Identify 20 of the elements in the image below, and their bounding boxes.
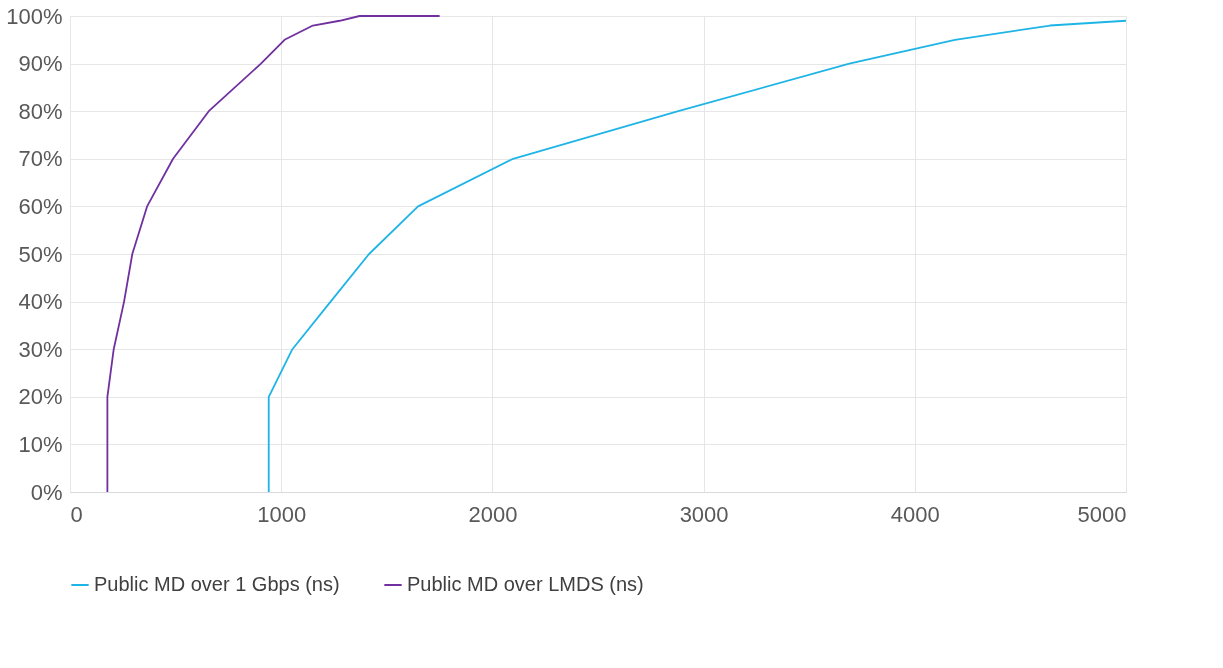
y-tick-label: 90%: [18, 51, 63, 77]
x-tick-label: 5000: [1077, 501, 1127, 527]
y-tick-label: 80%: [18, 98, 63, 124]
y-tick-label: 30%: [18, 336, 63, 362]
x-tick-label: 0: [70, 501, 83, 527]
legend-label: Public MD over LMDS (ns): [407, 573, 644, 595]
y-tick-label: 20%: [18, 384, 63, 410]
y-tick-label: 40%: [18, 289, 63, 315]
x-tick-label: 4000: [890, 501, 940, 527]
y-tick-label: 100%: [6, 3, 63, 29]
y-tick-label: 50%: [18, 241, 63, 267]
y-tick-label: 70%: [18, 146, 63, 172]
x-tick-label: 3000: [679, 501, 729, 527]
y-tick-label: 0%: [30, 479, 63, 505]
x-tick-label: 2000: [468, 501, 518, 527]
line-series: [106, 15, 441, 493]
y-tick-label: 60%: [18, 193, 63, 219]
legend-label: Public MD over 1 Gbps (ns): [94, 573, 340, 595]
x-tick-label: 1000: [257, 501, 307, 527]
y-tick-label: 10%: [18, 431, 63, 457]
